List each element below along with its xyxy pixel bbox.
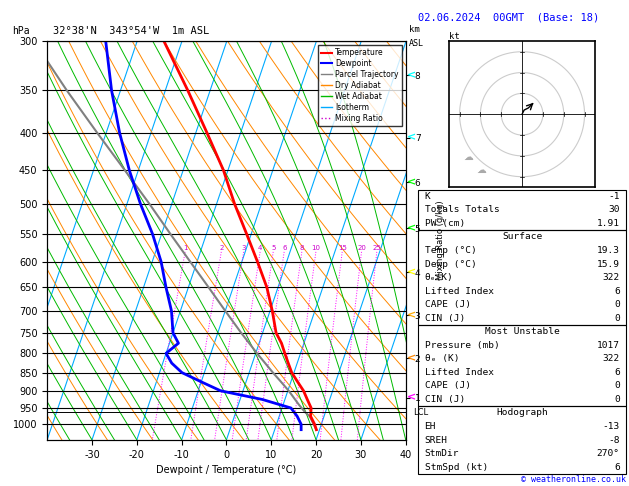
Text: <: <	[407, 267, 416, 277]
Text: Dewp (°C): Dewp (°C)	[425, 260, 476, 268]
Text: 0: 0	[614, 313, 620, 323]
Text: kt: kt	[449, 32, 460, 40]
Text: <: <	[407, 70, 416, 81]
Text: 0: 0	[614, 300, 620, 309]
Text: hPa: hPa	[13, 26, 30, 36]
Text: θₑ (K): θₑ (K)	[425, 354, 459, 363]
Text: StmDir: StmDir	[425, 449, 459, 458]
Text: 6: 6	[614, 463, 620, 471]
Text: CIN (J): CIN (J)	[425, 313, 465, 323]
Text: SREH: SREH	[425, 435, 447, 445]
Text: 6: 6	[282, 245, 286, 251]
Text: -1: -1	[608, 192, 620, 201]
Text: ☁: ☁	[476, 165, 486, 174]
Text: -8: -8	[608, 435, 620, 445]
Text: 1.91: 1.91	[597, 219, 620, 228]
Text: <: <	[407, 353, 416, 363]
Text: Mixing Ratio (g/kg): Mixing Ratio (g/kg)	[436, 201, 445, 280]
Text: 15.9: 15.9	[597, 260, 620, 268]
Text: 322: 322	[603, 273, 620, 282]
Text: 0: 0	[614, 382, 620, 390]
Text: 20: 20	[357, 245, 366, 251]
X-axis label: Dewpoint / Temperature (°C): Dewpoint / Temperature (°C)	[157, 465, 296, 475]
Text: ☁: ☁	[464, 152, 474, 162]
Text: <: <	[407, 133, 416, 142]
Text: 8: 8	[299, 245, 304, 251]
Text: <: <	[407, 311, 416, 320]
Text: 1: 1	[183, 245, 187, 251]
Text: 1017: 1017	[597, 341, 620, 350]
Bar	[418, 190, 626, 230]
Text: Most Unstable: Most Unstable	[485, 327, 559, 336]
Text: Temp (°C): Temp (°C)	[425, 246, 476, 255]
Text: km: km	[409, 25, 420, 34]
Text: 3: 3	[242, 245, 246, 251]
Text: 15: 15	[338, 245, 347, 251]
Text: © weatheronline.co.uk: © weatheronline.co.uk	[521, 474, 626, 484]
Text: CAPE (J): CAPE (J)	[425, 300, 470, 309]
Text: Surface: Surface	[502, 232, 542, 242]
Text: 32°38'N  343°54'W  1m ASL: 32°38'N 343°54'W 1m ASL	[53, 26, 209, 36]
Text: K: K	[425, 192, 430, 201]
Bar	[418, 230, 626, 325]
Text: Totals Totals: Totals Totals	[425, 206, 499, 214]
Text: 0: 0	[614, 395, 620, 404]
Text: θₑ(K): θₑ(K)	[425, 273, 454, 282]
Bar	[418, 406, 626, 474]
Text: 322: 322	[603, 354, 620, 363]
Text: ASL: ASL	[409, 39, 424, 48]
Text: EH: EH	[425, 422, 436, 431]
Text: Lifted Index: Lifted Index	[425, 287, 494, 295]
Text: <: <	[407, 177, 416, 187]
Text: Pressure (mb): Pressure (mb)	[425, 341, 499, 350]
Text: StmSpd (kt): StmSpd (kt)	[425, 463, 487, 471]
Text: 5: 5	[271, 245, 276, 251]
Text: CIN (J): CIN (J)	[425, 395, 465, 404]
Legend: Temperature, Dewpoint, Parcel Trajectory, Dry Adiabat, Wet Adiabat, Isotherm, Mi: Temperature, Dewpoint, Parcel Trajectory…	[318, 45, 402, 126]
Text: 25: 25	[372, 245, 381, 251]
Text: 2: 2	[220, 245, 223, 251]
Bar	[418, 325, 626, 406]
Text: 19.3: 19.3	[597, 246, 620, 255]
Text: Lifted Index: Lifted Index	[425, 368, 494, 377]
Text: <: <	[407, 223, 416, 233]
Text: PW (cm): PW (cm)	[425, 219, 465, 228]
Text: Hodograph: Hodograph	[496, 408, 548, 417]
Text: 270°: 270°	[597, 449, 620, 458]
Text: -13: -13	[603, 422, 620, 431]
Text: 6: 6	[614, 368, 620, 377]
Text: 10: 10	[311, 245, 320, 251]
Text: 02.06.2024  00GMT  (Base: 18): 02.06.2024 00GMT (Base: 18)	[418, 12, 599, 22]
Text: 6: 6	[614, 287, 620, 295]
Text: 4: 4	[258, 245, 262, 251]
Text: 30: 30	[608, 206, 620, 214]
Text: <: <	[407, 393, 416, 403]
Text: LCL: LCL	[413, 408, 428, 417]
Text: CAPE (J): CAPE (J)	[425, 382, 470, 390]
